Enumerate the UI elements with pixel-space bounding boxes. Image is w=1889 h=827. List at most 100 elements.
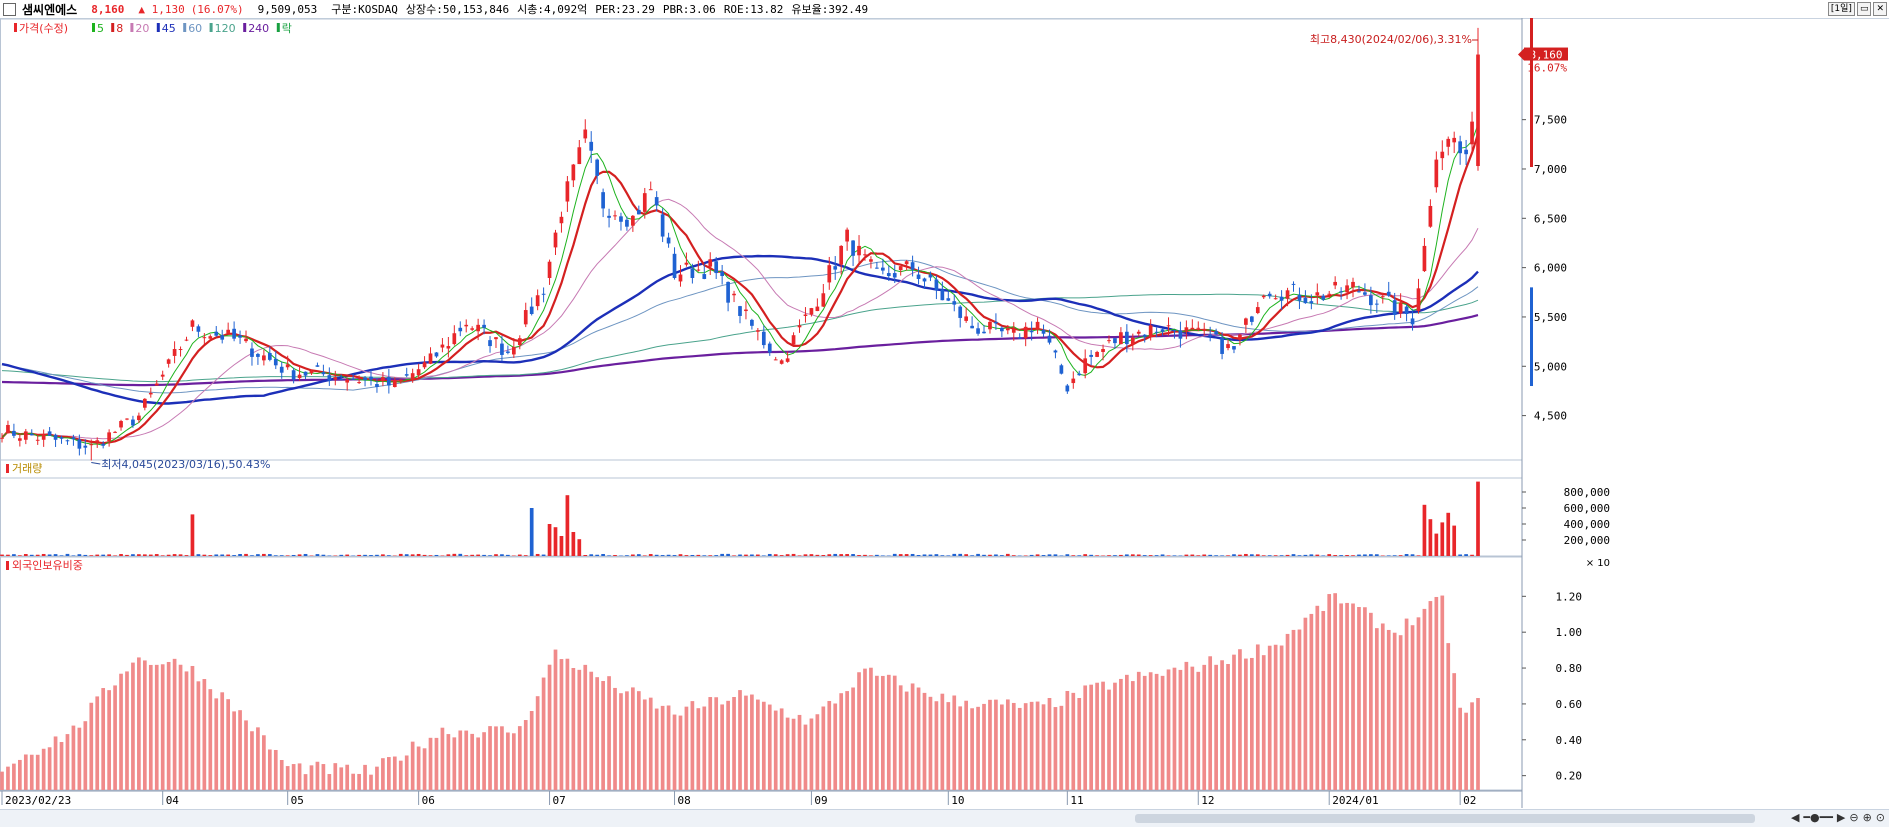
volume-bar [1452, 526, 1456, 556]
candle-body [1024, 327, 1028, 338]
candle-body [1036, 322, 1040, 330]
foreign-ratio-bar [798, 715, 802, 790]
candle-body [631, 216, 635, 226]
candle-body [893, 273, 897, 277]
volume-bar [1393, 555, 1397, 556]
foreign-ratio-bar [839, 693, 843, 790]
candle-body [881, 268, 885, 271]
candle-body [310, 371, 314, 373]
foreign-ratio-bar [548, 665, 552, 790]
volume-bar [274, 555, 278, 556]
candle-body [280, 367, 284, 373]
volume-bar [732, 555, 736, 556]
period-selector[interactable]: [1일] [1828, 2, 1855, 16]
foreign-ratio-bar [1310, 614, 1314, 790]
candle-body [583, 130, 587, 139]
candle-body [756, 330, 760, 331]
candle-body [42, 434, 46, 439]
candle-body [0, 438, 4, 439]
volume-bar [214, 554, 218, 556]
volume-bar [1125, 554, 1129, 556]
volume-bar [89, 555, 93, 556]
foreign-ratio-bar [1286, 634, 1290, 790]
volume-bar [762, 555, 766, 556]
volume-bar [726, 554, 730, 556]
zoom-in-icon[interactable]: ⊕ [1863, 811, 1872, 824]
candle-body [857, 246, 861, 255]
candle-body [1101, 349, 1105, 352]
chart-scrollbar[interactable]: ◀ ━●━━ ▶ ⊖ ⊕ ⊙ [0, 809, 1889, 827]
foreign-ratio-bar [488, 726, 492, 790]
down-range-bar [1530, 287, 1533, 386]
x-tick-label: 09 [814, 794, 827, 807]
volume-bar [1077, 555, 1081, 556]
volume-bar [304, 554, 308, 556]
scroll-right-icon[interactable]: ▶ [1837, 811, 1845, 824]
foreign-ratio-bar [36, 755, 40, 790]
volume-bar [429, 555, 433, 556]
candle-body [1375, 304, 1379, 305]
volume-bar [798, 555, 802, 556]
restore-button[interactable]: ▭ [1857, 2, 1872, 16]
candle-body [1476, 55, 1480, 166]
foreign-ratio-bar [661, 706, 665, 790]
foreign-ratio-bar [214, 698, 218, 790]
volume-bar [1024, 555, 1028, 556]
candle-body [1405, 307, 1409, 314]
foreign-ratio-bar [1190, 667, 1194, 790]
candle-body [167, 359, 171, 363]
panel-checkbox[interactable] [3, 3, 16, 16]
x-tick-label: 02 [1463, 794, 1476, 807]
candle-body [298, 375, 302, 378]
foreign-ratio-bar [1000, 704, 1004, 790]
candle-body [18, 438, 22, 440]
scroll-left-icon[interactable]: ◀ [1791, 811, 1799, 824]
candle-body [952, 301, 956, 304]
stock-name[interactable]: 샘씨엔에스 [22, 1, 77, 18]
volume-bar [1446, 513, 1450, 556]
up-range-bar [1530, 18, 1533, 167]
volume-bar [1054, 554, 1058, 556]
candle-body [1256, 307, 1260, 313]
candle-body [655, 197, 659, 205]
foreign-ratio-bar [119, 674, 123, 790]
candle-body [714, 261, 718, 273]
foreign-ratio-bar [554, 650, 558, 790]
foreign-ratio-bar [756, 700, 760, 790]
x-tick-label: 07 [553, 794, 566, 807]
candle-body [1417, 288, 1421, 311]
foreign-ratio-bar [1119, 679, 1123, 790]
candle-body [131, 420, 135, 426]
zoom-slider[interactable]: ━●━━ [1803, 811, 1832, 824]
legend-item: 120 [215, 22, 236, 35]
candle-body [1268, 294, 1272, 296]
volume-bar [1399, 555, 1403, 556]
candle-body [1434, 160, 1438, 188]
x-tick-label: 08 [678, 794, 691, 807]
foreign-ratio-bar [250, 731, 254, 790]
volume-panel-frame [1, 460, 1523, 556]
foreign-ratio-bar [304, 774, 308, 790]
foreign-ratio-bar [893, 676, 897, 790]
scroll-thumb[interactable] [1135, 814, 1755, 823]
foreign-ratio-bar [30, 755, 34, 790]
volume-bar [464, 555, 468, 556]
foreign-ratio-bar [810, 718, 814, 790]
legend-swatch [277, 23, 280, 32]
candle-body [1208, 335, 1212, 336]
stock-chart[interactable]: 4,5005,0005,5006,0006,5007,0007,500가격(수정… [0, 18, 1889, 809]
candle-body [1339, 291, 1343, 292]
volume-bar [905, 554, 909, 556]
volume-bar [566, 495, 570, 556]
candle-body [197, 326, 201, 331]
foreign-ratio-bar [226, 699, 230, 790]
foreign-ratio-bar [952, 696, 956, 790]
foreign-ratio-bar [881, 676, 885, 790]
foreign-ratio-bar [411, 742, 415, 790]
candle-body [762, 332, 766, 345]
zoom-out-icon[interactable]: ⊖ [1849, 811, 1858, 824]
candle-body [1369, 295, 1373, 305]
zoom-reset-icon[interactable]: ⊙ [1876, 811, 1885, 824]
volume-bar [1298, 555, 1302, 556]
close-button[interactable]: ✕ [1873, 2, 1887, 16]
